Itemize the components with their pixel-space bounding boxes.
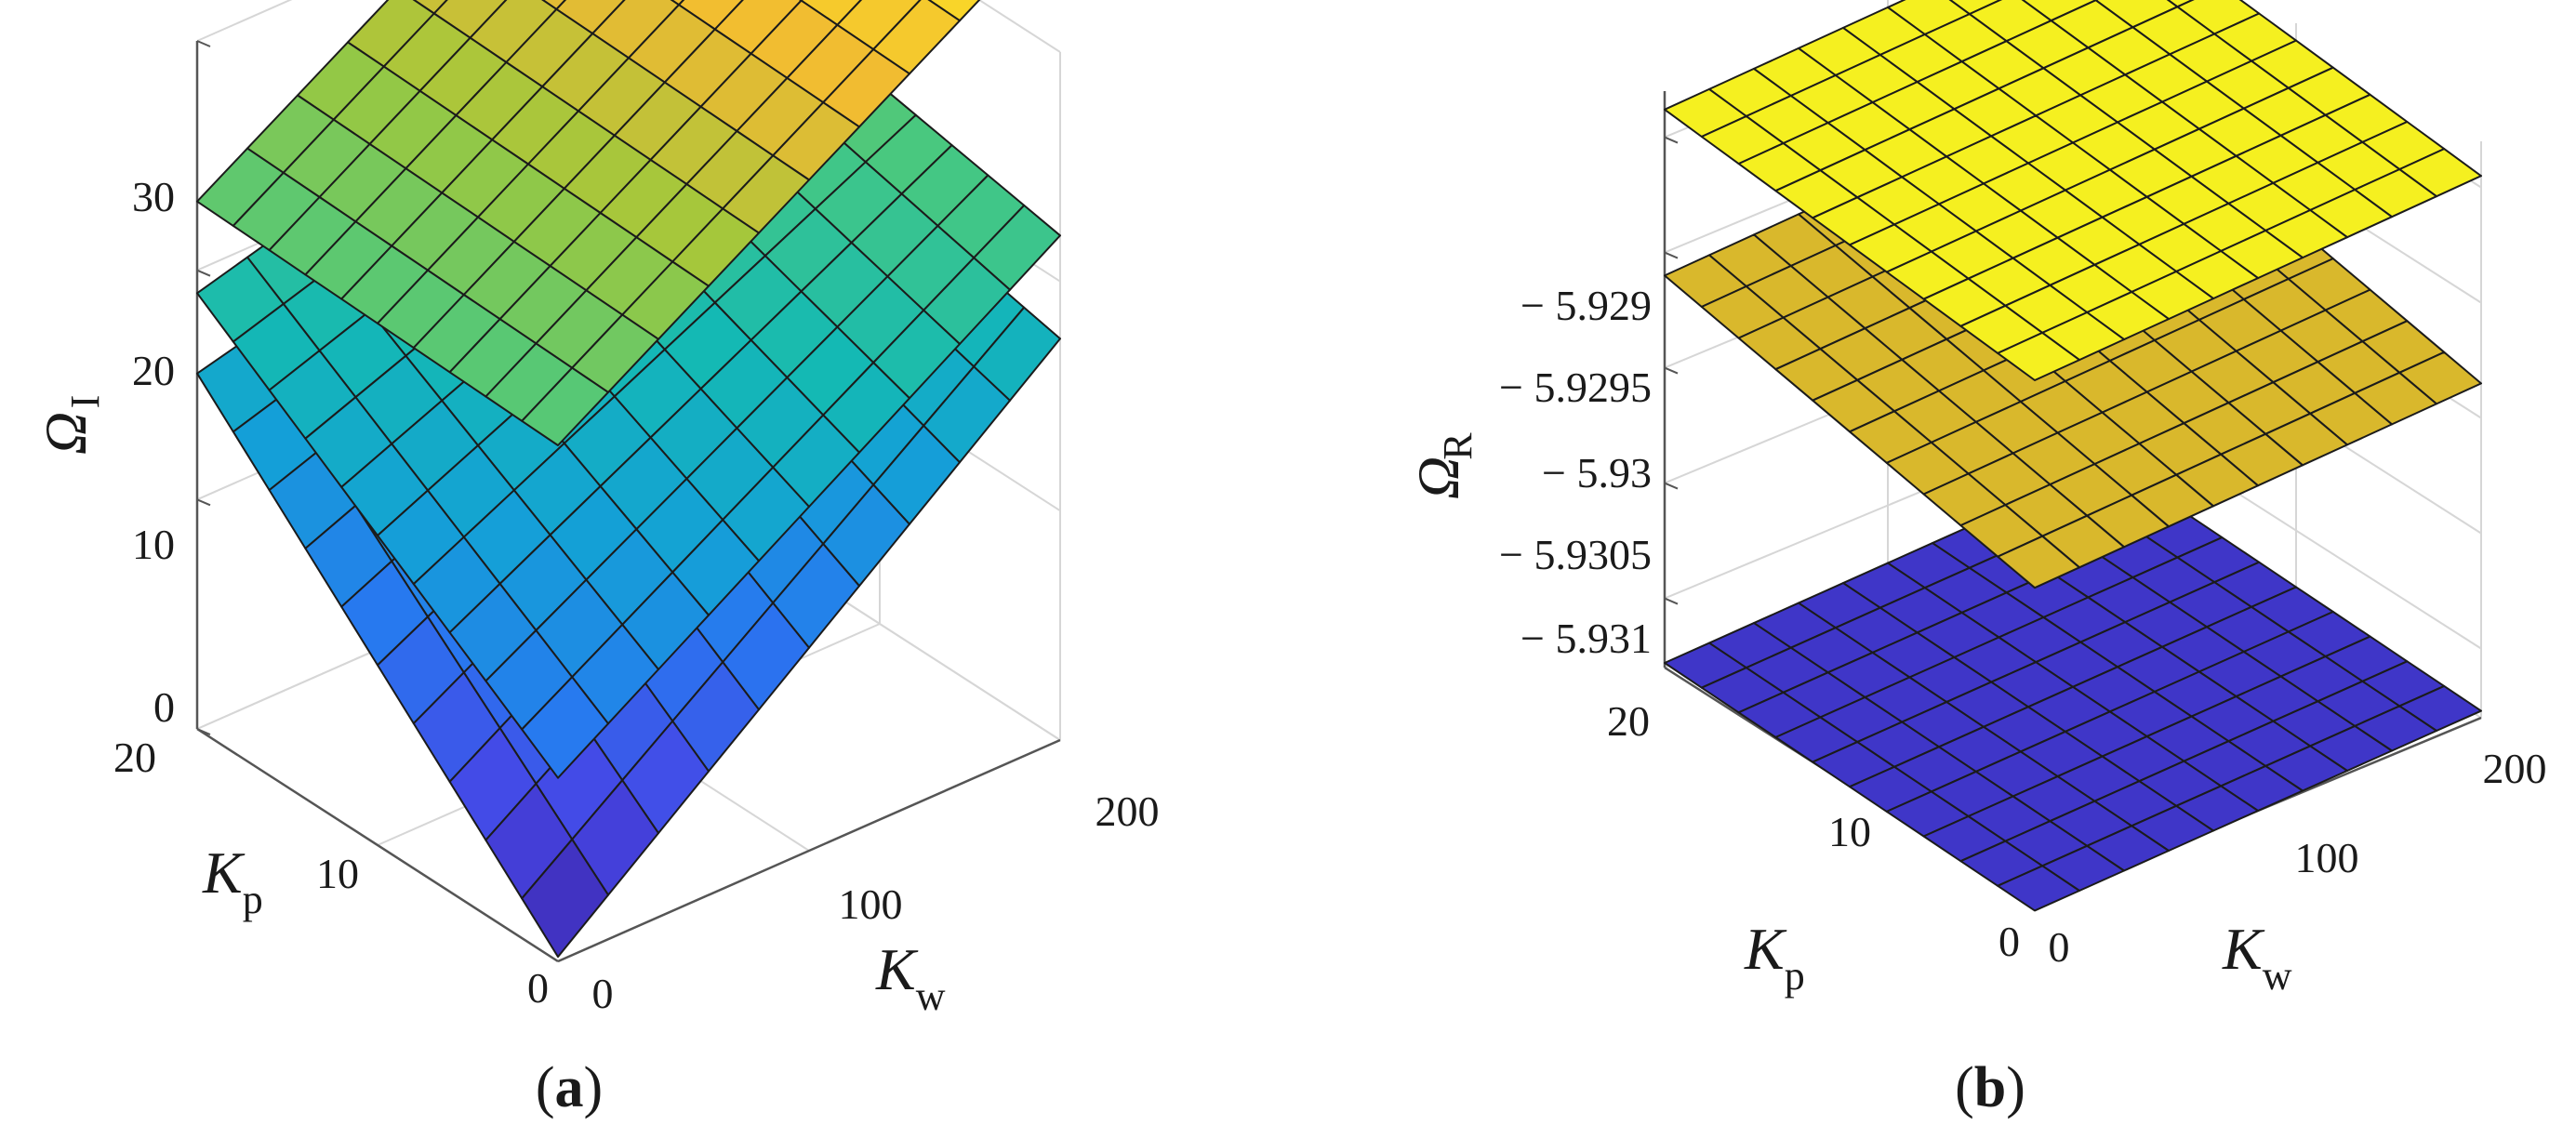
panel-a-surface-0-cell: [412, 0, 448, 15]
panel-b-y-label-main: K: [1744, 916, 1787, 982]
panel-b-x-label-main: K: [2222, 916, 2265, 982]
panel-a-surface-0-cell: [541, 0, 567, 10]
panel-a-x-tick-0: 0: [592, 970, 614, 1017]
panel-b-y-tick-10: 10: [1828, 808, 1871, 855]
panel-a-x-label-sub: w: [916, 973, 946, 1019]
panel-b-surface-2: [1664, 462, 2482, 912]
panel-a-z-tickmark-1: [196, 498, 211, 507]
panel-b-surfaces: [1664, 0, 2482, 912]
panel-a-y-axis: [196, 727, 559, 963]
panel-b-z-tickmark-4: [1664, 136, 1679, 144]
panel-b-z-label-sub: R: [1435, 432, 1481, 460]
panel-a-surfaces: [196, 0, 1061, 959]
panel-a-caption: (a): [536, 1056, 603, 1119]
panel-a-x-tick-200: 200: [1095, 787, 1160, 835]
panel-a-caption-close: ): [584, 1056, 604, 1119]
panel-b-z-tickmark-0: [1664, 597, 1679, 605]
panel-b-x-label-sub: w: [2263, 953, 2292, 999]
panel-a-z-tickmark-3: [196, 40, 211, 47]
panel-b-z-tick-5929: − 5.929: [1520, 282, 1652, 329]
panel-a-x-tick-100: 100: [839, 880, 903, 928]
panel-a-z-label-sub: I: [62, 395, 108, 409]
panel-b-z-tickmark-1: [1664, 482, 1679, 490]
panel-b-x-label: Kw: [2222, 916, 2292, 999]
panel-b-caption-open: (: [1955, 1056, 1974, 1119]
panel-a-z-label-symbol: Ω: [33, 412, 99, 455]
panel-b-z-tickmark-3: [1664, 251, 1679, 259]
panel-a-x-label: Kw: [875, 936, 946, 1019]
panel-b-x-tick-0: 0: [2049, 923, 2070, 971]
panel-b-surface-2-cell: [1997, 865, 2080, 912]
panel-b-caption: (b): [1955, 1056, 2025, 1119]
panel-b-surface-1-cell: [1997, 535, 2080, 589]
panel-a: 0 10 20 30 Ω I 20 10 0 Kp 0 100 200 Kw (…: [33, 0, 1160, 1119]
panel-a-y-tick-10: 10: [316, 850, 359, 897]
panel-b-y-tick-0: 0: [1998, 918, 2020, 965]
panel-a-z-tick-0: 0: [153, 683, 175, 731]
panel-a-surface-0: [196, 0, 981, 446]
panel-a-y-tick-0: 0: [527, 964, 549, 1012]
panel-b-z-label-symbol: Ω: [1405, 457, 1471, 499]
panel-b-x-tick-200: 200: [2483, 745, 2547, 792]
panel-a-y-label: Kp: [202, 840, 263, 922]
panel-b-y-label-sub: p: [1785, 953, 1805, 999]
panel-b-surface-0: [1664, 0, 2482, 381]
panel-b-z-tick-5931: − 5.931: [1520, 615, 1652, 662]
panel-b-z-tick-59295: − 5.9295: [1499, 364, 1652, 411]
panel-b-y-tick-20: 20: [1607, 697, 1650, 745]
panel-a-surface-2-cell: [521, 838, 609, 959]
panel-a-z-tick-10: 10: [132, 521, 175, 568]
panel-a-x-axis: [557, 738, 1061, 963]
panel-a-y-tick-20: 20: [113, 734, 156, 781]
panel-b-z-label: Ω R: [1405, 432, 1481, 499]
panel-b-x-tick-100: 100: [2295, 834, 2359, 881]
panel-a-z-tick-20: 20: [132, 347, 175, 394]
panel-b: − 5.931 − 5.9305 − 5.93 − 5.9295 − 5.929…: [1405, 0, 2547, 1119]
panel-a-x-label-main: K: [875, 936, 919, 1002]
panel-a-surface-1-cell: [521, 676, 609, 779]
panel-a-caption-letter: a: [555, 1056, 584, 1119]
panel-b-caption-close: ): [2006, 1056, 2025, 1119]
panel-a-y-label-main: K: [202, 840, 246, 906]
panel-a-caption-open: (: [536, 1056, 555, 1119]
panel-a-z-tickmark-2: [196, 269, 211, 277]
panel-b-z-tick-59305: − 5.9305: [1499, 531, 1652, 578]
panel-a-surface-0-cell: [521, 366, 609, 446]
panel-b-z-tick-593: − 5.93: [1542, 449, 1652, 496]
panel-b-surface-0-cell: [2166, 0, 2195, 8]
panel-a-z-tickmark-0: [196, 728, 211, 735]
panel-b-z-tickmark-2: [1664, 366, 1679, 375]
panel-a-z-label: Ω I: [33, 395, 108, 455]
panel-b-y-label: Kp: [1744, 916, 1805, 999]
panel-a-z-tick-30: 30: [132, 173, 175, 220]
panel-b-surface-0-cell: [1997, 331, 2080, 381]
panel-a-y-label-sub: p: [243, 877, 263, 922]
panel-b-caption-letter: b: [1974, 1056, 2006, 1119]
